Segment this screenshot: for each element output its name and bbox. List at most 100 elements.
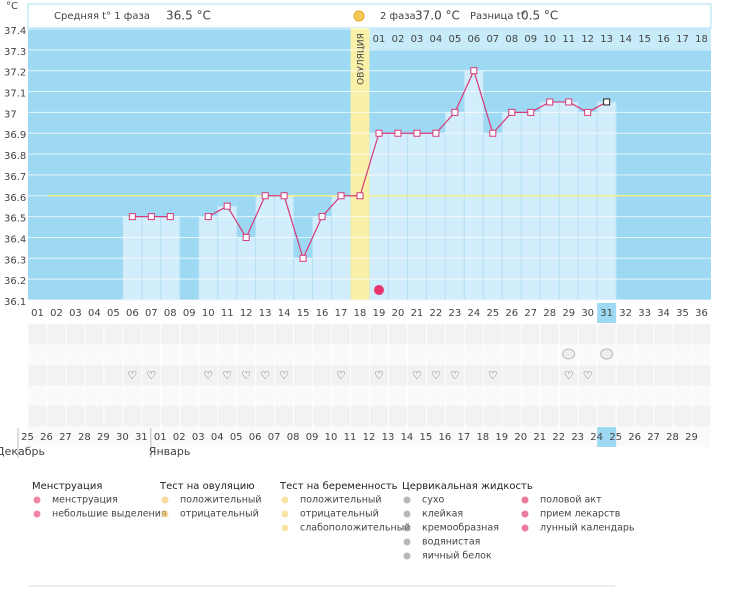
date: 02 [173, 432, 186, 443]
unit-label: °C [6, 1, 18, 12]
temp-column [558, 101, 579, 301]
temp-point [242, 233, 250, 241]
phase2-day: 08 [505, 34, 518, 45]
date: 14 [401, 432, 414, 443]
temp-point [337, 192, 345, 200]
cycle-day: 28 [543, 308, 556, 319]
phase2-day: 14 [619, 34, 632, 45]
date: 08 [287, 432, 300, 443]
legend-icon [403, 496, 411, 504]
phase2-day: 04 [430, 34, 443, 45]
phase2-day: 10 [543, 34, 556, 45]
phase2-day: 05 [449, 34, 462, 45]
cycle-day: 18 [354, 308, 367, 319]
date: 26 [40, 432, 53, 443]
phase2-day: 13 [600, 34, 613, 45]
phase2-value: 37.0 °C [415, 9, 460, 23]
date: 27 [59, 432, 72, 443]
cycle-day: 30 [581, 308, 594, 319]
cycle-day: 04 [88, 308, 101, 319]
y-tick-label: 36.1 [4, 297, 26, 308]
date: 19 [495, 432, 508, 443]
cycle-day: 19 [373, 308, 386, 319]
legend-item: слабоположительный [300, 523, 410, 534]
today-date [597, 427, 617, 447]
today-cycle [597, 303, 617, 323]
heart-icon: ♡ [488, 369, 498, 382]
ovulation-band [350, 28, 370, 300]
temp-point [318, 213, 326, 221]
temp-column [463, 70, 484, 301]
temp-column [444, 111, 465, 301]
phase2-day: 12 [581, 34, 594, 45]
temp-point [147, 213, 155, 221]
temp-column [236, 236, 257, 301]
legend-icon [281, 496, 289, 504]
legend-item: отрицательный [300, 509, 379, 520]
cycle-day: 20 [392, 308, 405, 319]
ovulation-icon [353, 10, 365, 22]
cycle-day: 23 [449, 308, 462, 319]
date: 29 [97, 432, 110, 443]
temp-point [546, 98, 554, 106]
phase2-day: 17 [676, 34, 689, 45]
ovulation-label: ОВУЛЯЦИЯ [357, 33, 367, 85]
phase2-day: 18 [695, 34, 708, 45]
legend-item: яичный белок [422, 551, 492, 562]
heart-icon: ♡ [583, 369, 593, 382]
y-tick-label: 36.5 [4, 214, 26, 225]
cycle-day: 21 [411, 308, 424, 319]
legend-item: клейкая [422, 509, 463, 520]
y-tick-label: 37.3 [4, 47, 26, 58]
date: 03 [192, 432, 205, 443]
pill-icon [600, 348, 614, 360]
cycle-day: 17 [335, 308, 348, 319]
legend-icon [403, 524, 411, 532]
temp-point [128, 213, 136, 221]
phase1-value: 36.5 °C [166, 9, 211, 23]
temp-point [565, 98, 573, 106]
temp-point [584, 108, 592, 116]
legend-icon [403, 552, 411, 560]
phase1-label: Средняя t° 1 фаза [54, 11, 150, 22]
legend-icon [33, 510, 41, 518]
date: 13 [382, 432, 395, 443]
temp-column [539, 101, 560, 301]
temp-point [432, 129, 440, 137]
temp-point [394, 129, 402, 137]
date: 10 [325, 432, 338, 443]
temp-column [274, 195, 295, 301]
y-tick-label: 36.2 [4, 276, 26, 287]
month-label: Январь [149, 445, 191, 458]
cycle-day: 15 [297, 308, 310, 319]
pill-icon [562, 348, 576, 360]
date: 28 [78, 432, 91, 443]
legend-item: кремообразная [422, 523, 499, 534]
legend-item: положительный [180, 495, 262, 506]
date: 26 [628, 432, 641, 443]
y-tick-label: 36.6 [4, 193, 26, 204]
heart-icon: ♡ [412, 369, 422, 382]
cycle-day: 24 [467, 308, 480, 319]
y-tick-label: 36.8 [4, 151, 26, 162]
date: 28 [666, 432, 679, 443]
phase2-label: 2 фаза [380, 11, 416, 22]
temp-point [489, 129, 497, 137]
heart-icon: ♡ [564, 369, 574, 382]
row-stripe [28, 426, 711, 447]
cycle-day: 25 [486, 308, 499, 319]
temp-point [527, 108, 535, 116]
phase2-day: 07 [486, 34, 499, 45]
legend-item: лунный календарь [540, 523, 635, 534]
date: 11 [344, 432, 357, 443]
temp-point [299, 254, 307, 262]
date: 21 [533, 432, 546, 443]
legend-item: небольшие выделения [52, 509, 167, 520]
date: 04 [211, 432, 224, 443]
cycle-day: 12 [240, 308, 253, 319]
phase2-row [369, 29, 711, 49]
date: 20 [514, 432, 527, 443]
cycle-day: 16 [316, 308, 329, 319]
heart-icon: ♡ [203, 369, 213, 382]
